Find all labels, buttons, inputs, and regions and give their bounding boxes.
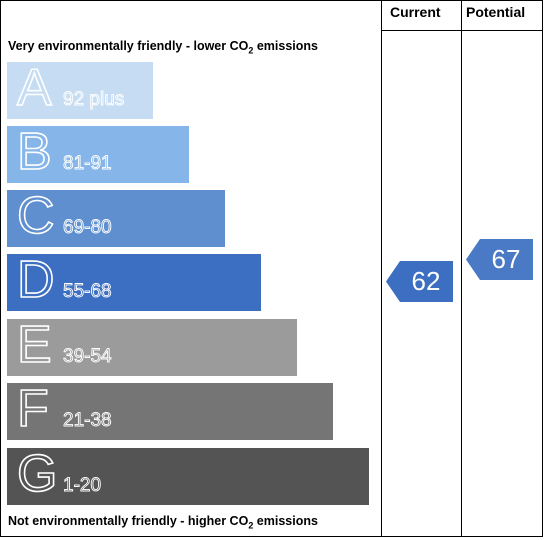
band-range: 92 plus	[63, 89, 125, 111]
band-letter: E	[16, 316, 52, 375]
potential-rating-value: 67	[491, 244, 521, 274]
header-divider	[381, 30, 543, 31]
band-letter: G	[16, 445, 58, 504]
band-letter: A	[16, 59, 52, 118]
band-range: 21-38	[63, 410, 113, 432]
band-letter: C	[16, 187, 55, 246]
top-caption-tail: emissions	[253, 39, 318, 53]
band-g: G 1-20	[7, 445, 369, 505]
band-f: F 21-38	[7, 380, 333, 440]
band-e: E 39-54	[7, 316, 297, 376]
band-range: 39-54	[63, 346, 113, 368]
band-letter: D	[16, 251, 55, 310]
top-caption-text: Very environmentally friendly - lower CO	[8, 39, 249, 53]
band-b: B 81-91	[7, 123, 189, 183]
potential-rating-arrow: 67	[466, 239, 534, 280]
potential-column-header: Potential	[466, 4, 526, 20]
divider-current-potential	[461, 0, 462, 537]
top-caption-subscript: 2	[248, 45, 254, 56]
potential-arrow-shape	[466, 239, 533, 280]
band-a: A 92 plus	[7, 59, 153, 119]
band-range: 81-91	[63, 153, 113, 175]
band-c: C 69-80	[7, 187, 225, 247]
band-letter: F	[16, 380, 49, 439]
divider-chart-current	[381, 0, 382, 537]
current-column-header: Current	[390, 4, 441, 20]
bottom-caption-tail: emissions	[253, 514, 318, 528]
bottom-caption-text: Not environmentally friendly - higher CO	[8, 514, 249, 528]
band-range: 55-68	[63, 281, 113, 303]
bottom-caption: Not environmentally friendly - higher CO…	[8, 514, 318, 531]
band-d: D 55-68	[7, 251, 261, 311]
current-rating-value: 62	[411, 266, 441, 296]
bottom-caption-subscript: 2	[248, 520, 254, 531]
current-rating-arrow: 62	[386, 261, 454, 302]
band-range: 69-80	[63, 217, 113, 239]
current-arrow-shape	[386, 261, 453, 302]
band-range: 1-20	[63, 475, 102, 497]
band-letter: B	[16, 123, 52, 182]
top-caption: Very environmentally friendly - lower CO…	[8, 39, 318, 56]
